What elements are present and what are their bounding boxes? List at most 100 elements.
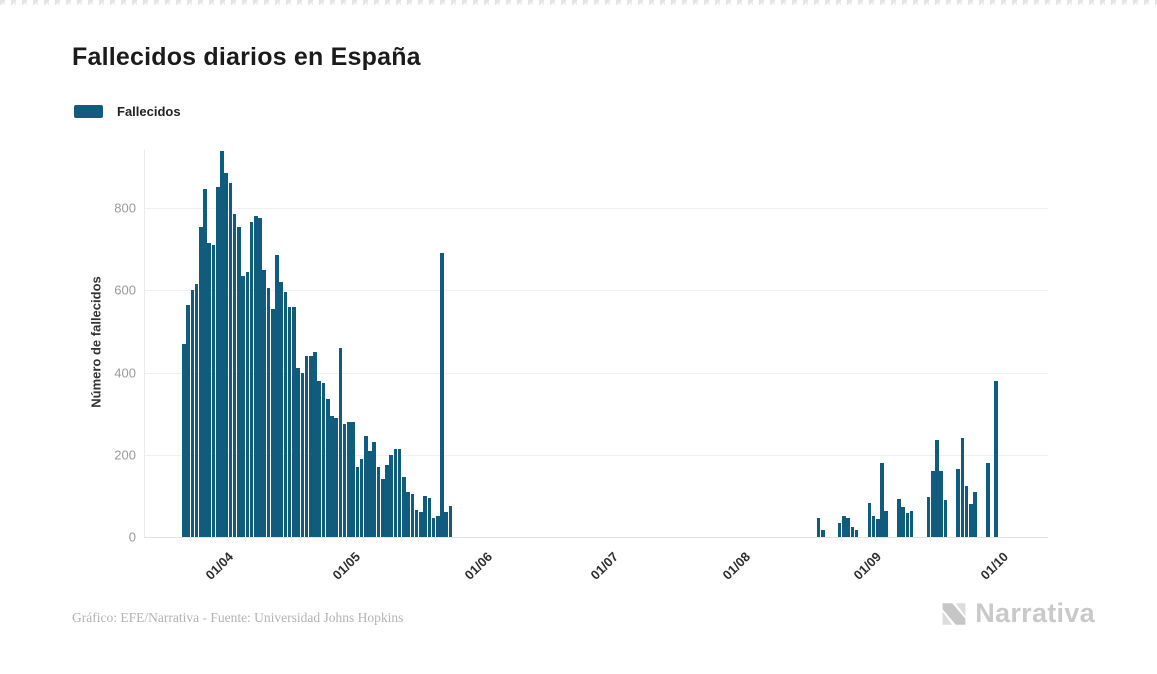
bar-day-190: [985, 462, 990, 537]
narrativa-logo-icon: [942, 602, 966, 625]
bar-day-59: [431, 518, 436, 537]
bar-day-31: [313, 351, 317, 537]
bar-day-32: [317, 380, 322, 537]
bar-day-13: [237, 226, 241, 537]
bar-day-176: [926, 497, 931, 537]
bar-day-0: [182, 343, 186, 537]
legend-item-fallecidos[interactable]: Fallecidos: [74, 104, 181, 119]
bar-day-61: [440, 253, 444, 537]
y-tick-label-0: 0: [128, 529, 136, 545]
chart-title: Fallecidos diarios en España: [72, 43, 421, 71]
bar-day-38: [342, 423, 347, 537]
bar-day-157: [846, 518, 850, 537]
bar-day-62: [444, 512, 448, 537]
bar-day-170: [901, 507, 905, 537]
bar-day-171: [905, 513, 910, 537]
bar-day-172: [909, 510, 914, 537]
bar-day-9: [220, 151, 224, 537]
bar-day-44: [368, 450, 372, 537]
bar-day-39: [347, 421, 351, 537]
bar-day-35: [330, 415, 334, 537]
narrativa-logo: Narrativa: [939, 598, 1095, 629]
bar-day-187: [973, 491, 977, 537]
bar-day-52: [402, 477, 406, 537]
bar-day-57: [423, 495, 427, 537]
bar-day-29: [304, 356, 309, 537]
bar-day-1: [186, 304, 190, 537]
bar-day-58: [427, 497, 432, 537]
bar-day-43: [364, 436, 368, 537]
bar-day-180: [943, 499, 948, 537]
bar-day-53: [406, 491, 410, 537]
bar-day-184: [960, 438, 965, 537]
bar-day-8: [215, 187, 220, 537]
bar-day-16: [249, 222, 254, 537]
bar-day-15: [245, 271, 250, 537]
bar-day-185: [964, 485, 969, 537]
bar-day-54: [410, 493, 415, 537]
bar-day-186: [969, 504, 973, 537]
gridline-y-200: [144, 454, 1048, 456]
bar-day-41: [355, 467, 360, 537]
y-tick-label-600: 600: [114, 282, 136, 298]
bar-day-179: [939, 471, 944, 537]
bar-day-165: [880, 462, 884, 537]
bar-day-18: [258, 218, 262, 537]
bar-day-48: [385, 465, 389, 537]
x-tick-label-01/08: 01/08: [719, 549, 753, 583]
bar-day-6: [207, 242, 212, 537]
bar-day-49: [389, 454, 393, 537]
bar-day-42: [359, 458, 364, 537]
gridline-y-400: [144, 372, 1048, 374]
legend-label: Fallecidos: [117, 104, 181, 119]
bar-day-51: [397, 448, 402, 537]
bar-day-156: [842, 516, 846, 537]
gridline-y-600: [144, 290, 1048, 292]
bar-day-28: [300, 372, 305, 537]
x-tick-label-01/10: 01/10: [977, 549, 1011, 583]
bar-day-150: [816, 518, 821, 537]
bar-day-23: [279, 282, 283, 537]
bar-day-19: [262, 269, 267, 537]
bar-day-159: [854, 530, 859, 537]
bar-day-158: [850, 527, 855, 537]
bar-day-60: [435, 516, 440, 537]
credit-text: Gráfico: EFE/Narrativa - Fuente: Univers…: [72, 610, 404, 625]
bar-day-178: [935, 440, 939, 537]
bar-day-17: [254, 216, 258, 537]
torn-edge-decoration: [0, 0, 1157, 5]
bar-day-45: [372, 442, 377, 537]
bar-day-169: [897, 499, 901, 537]
bar-day-183: [956, 469, 960, 537]
x-tick-label-01/09: 01/09: [850, 549, 884, 583]
bar-day-56: [419, 512, 423, 537]
bar-day-164: [875, 518, 880, 537]
x-tick-label-01/05: 01/05: [329, 549, 364, 583]
bar-day-46: [376, 467, 381, 537]
bar-day-27: [296, 368, 300, 537]
bar-day-55: [414, 510, 419, 537]
bar-day-33: [321, 382, 326, 537]
y-tick-label-400: 400: [114, 365, 136, 380]
bar-day-47: [380, 479, 385, 537]
narrativa-logo-text: Narrativa: [975, 598, 1095, 628]
bar-day-26: [292, 306, 296, 537]
bar-day-40: [351, 421, 355, 537]
bar-day-25: [287, 306, 292, 537]
bar-day-37: [338, 347, 343, 537]
bar-day-3: [194, 284, 199, 537]
bar-day-7: [211, 245, 216, 537]
bar-day-21: [270, 308, 275, 537]
bar-day-192: [994, 380, 999, 537]
bar-day-12: [232, 214, 237, 537]
bar-day-5: [203, 189, 207, 537]
bar-day-155: [837, 523, 842, 537]
bar-day-63: [448, 506, 453, 537]
bar-day-4: [199, 226, 203, 537]
bar-day-20: [266, 288, 271, 537]
x-tick-label-01/04: 01/04: [202, 549, 237, 583]
bar-day-34: [325, 399, 330, 537]
bar-day-50: [393, 448, 398, 537]
